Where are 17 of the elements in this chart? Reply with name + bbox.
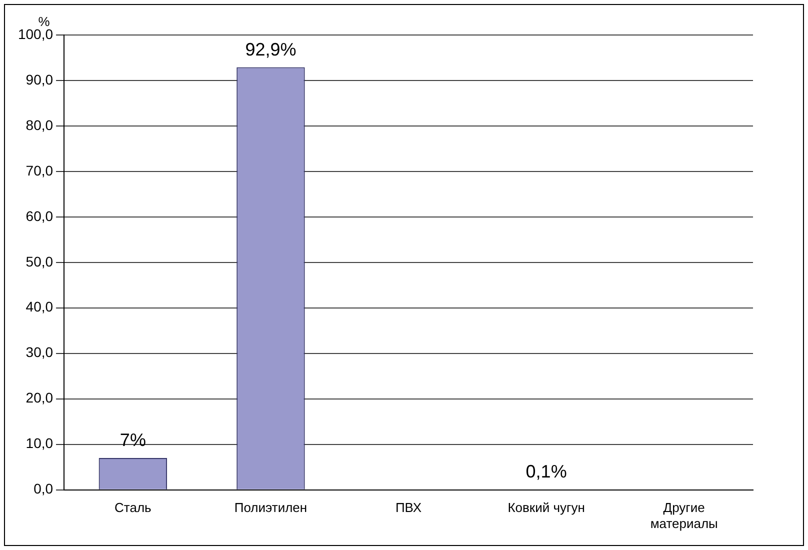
x-tick-label: Другие материалы — [650, 500, 718, 531]
y-tick-label: 0,0 — [34, 480, 54, 497]
y-tick-label: 90,0 — [26, 71, 54, 88]
y-tick-label: 80,0 — [26, 116, 54, 133]
y-tick-label: 70,0 — [26, 162, 54, 178]
y-tick-label: 10,0 — [26, 435, 54, 452]
y-tick-label: 20,0 — [26, 390, 54, 406]
y-tick-label: 30,0 — [26, 344, 54, 360]
data-label: 92,9% — [245, 39, 296, 60]
data-label: 0,1% — [526, 461, 567, 482]
x-tick-label: ПВХ — [395, 500, 422, 516]
y-tick-label: 60,0 — [26, 208, 54, 224]
y-tick-label: 40,0 — [26, 298, 54, 315]
x-tick-label: Сталь — [114, 500, 152, 516]
x-tick-label: Ковкий чугун — [508, 500, 585, 516]
y-tick-label: 50,0 — [26, 253, 54, 270]
x-tick-label: Полиэтилен — [234, 500, 308, 516]
